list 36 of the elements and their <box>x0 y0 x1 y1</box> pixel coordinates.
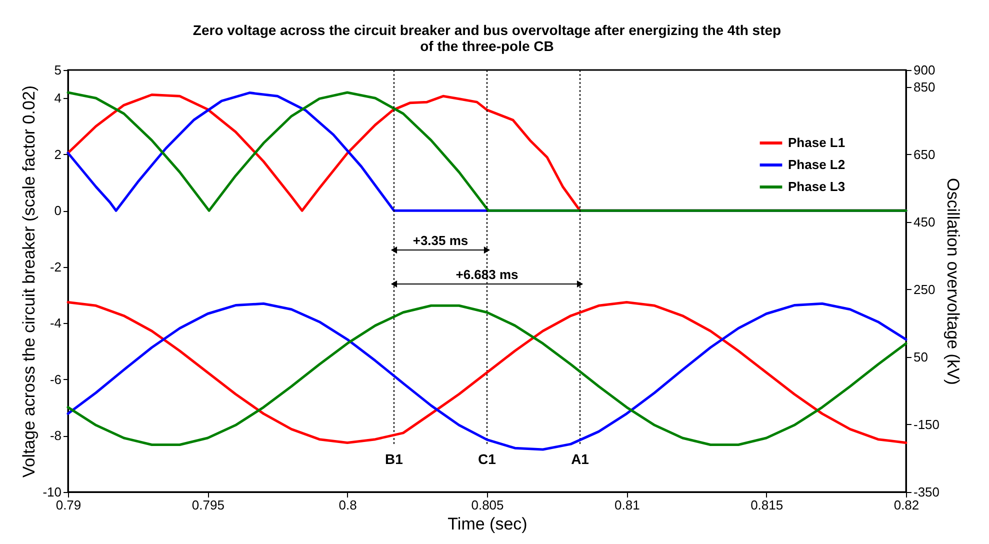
y2-tick-label: 850 <box>914 79 936 94</box>
x-tick-label: 0.815 <box>750 498 784 512</box>
y2-axis-title: Oscillation overvoltage (kV) <box>944 178 963 385</box>
y2-tick-label: -350 <box>914 484 940 500</box>
annotation: +3.35 ms <box>412 233 468 248</box>
legend-label: Phase L2 <box>788 157 846 172</box>
y-tick-label: -4 <box>50 316 62 331</box>
y-tick-label: 0 <box>54 203 62 218</box>
legend-label: Phase L3 <box>788 179 846 194</box>
x-axis-title: Time (sec) <box>448 514 528 534</box>
ref-line-label: B1 <box>385 451 404 467</box>
annotation: +6.683 ms <box>456 267 518 282</box>
chart-title: Zero voltage across the circuit breaker and bus overvoltage after energizing the 4th step of the three-pole CB <box>192 22 782 54</box>
y-tick-label: 5 <box>54 62 62 78</box>
x-tick-label: 0.79 <box>56 498 82 512</box>
y-tick-label: -6 <box>50 372 62 387</box>
y2-tick-label: 50 <box>914 349 928 364</box>
y-tick-label: -10 <box>42 484 62 500</box>
x-tick-label: 0.81 <box>614 498 640 512</box>
y-tick-label: -2 <box>50 259 62 274</box>
x-tick-label: 0.8 <box>338 498 357 512</box>
ref-line-label: A1 <box>571 451 590 467</box>
y-tick-label: -8 <box>50 428 62 444</box>
x-tick-label: 0.82 <box>894 498 920 512</box>
y2-tick-label: 900 <box>914 62 936 78</box>
y-tick-label: 4 <box>54 90 62 106</box>
y2-tick-label: -150 <box>914 416 940 432</box>
x-tick-label: 0.805 <box>471 498 504 512</box>
y-axis-title: Voltage across the circuit breaker (scale factor 0.02) <box>20 85 39 478</box>
legend-label: Phase L1 <box>788 135 846 150</box>
y2-tick-label: 250 <box>914 282 936 297</box>
x-tick-label: 0.795 <box>192 498 224 512</box>
y2-tick-label: 450 <box>914 214 936 230</box>
y2-tick-label: 650 <box>914 146 936 162</box>
ref-line-label: C1 <box>478 451 496 467</box>
y-tick-label: 2 <box>54 146 62 162</box>
